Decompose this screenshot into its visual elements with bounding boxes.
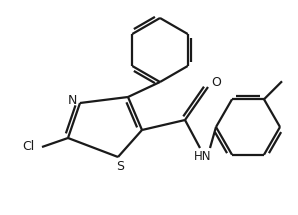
Text: N: N xyxy=(67,95,77,108)
Text: Cl: Cl xyxy=(22,140,34,154)
Text: O: O xyxy=(211,77,221,89)
Text: S: S xyxy=(116,161,124,174)
Text: HN: HN xyxy=(194,149,212,163)
